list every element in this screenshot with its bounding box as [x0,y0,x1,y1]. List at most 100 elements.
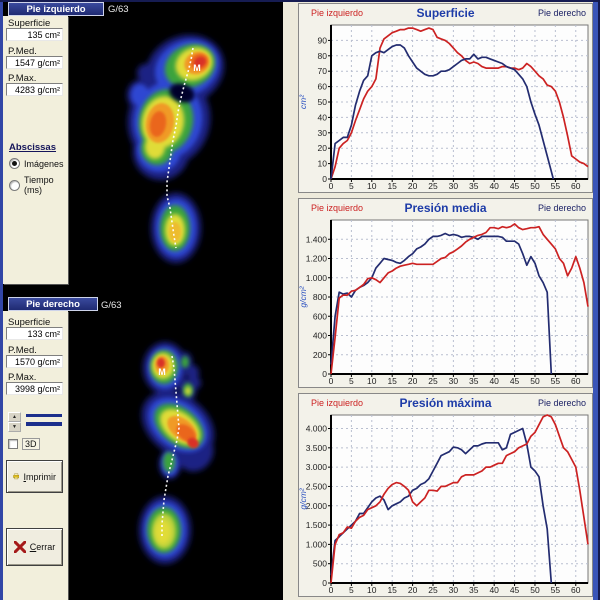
svg-text:40: 40 [489,181,499,191]
svg-text:55: 55 [551,181,561,191]
svg-text:30: 30 [318,128,328,138]
pmax-label-right: P.Max. [8,372,37,383]
stepper-down-icon[interactable]: ▼ [8,422,21,432]
svg-text:45: 45 [510,585,520,595]
svg-text:20: 20 [318,143,328,153]
svg-text:0: 0 [329,585,334,595]
left-foot-panel: Superficie P.Med. P.Max. Abscissas Imáge… [3,16,68,284]
svg-text:10: 10 [367,181,377,191]
printer-icon [13,473,20,480]
svg-text:45: 45 [510,376,520,386]
window-border-left [0,0,3,600]
svg-text:0: 0 [322,369,327,379]
legend-left-foot: Pie izquierdo [311,203,364,213]
right-footprint-heatmap: M [139,342,215,564]
chart-superficie-title: Superficie [416,6,475,20]
svg-text:0: 0 [322,174,327,184]
pmax-field-left[interactable] [6,83,63,96]
superficie-field-left[interactable] [6,28,63,41]
svg-text:55: 55 [551,585,561,595]
svg-text:60: 60 [571,585,581,595]
svg-text:1.200: 1.200 [306,254,328,264]
right-foot-panel-titlebar[interactable]: Pie derecho [8,297,98,311]
svg-text:600: 600 [313,311,327,321]
checkbox-3d-row[interactable]: 3D [8,438,40,450]
svg-text:2.500: 2.500 [306,481,328,491]
left-footprint-heatmap: M [127,34,224,263]
svg-text:2.000: 2.000 [306,501,328,511]
window-border-top [0,0,600,2]
pmed-field-right[interactable] [6,355,63,368]
svg-text:15: 15 [387,585,397,595]
legend-left-foot: Pie izquierdo [311,398,364,408]
checkbox-3d[interactable] [8,439,18,449]
print-button[interactable]: Imprimir [6,460,63,493]
svg-text:45: 45 [510,181,520,191]
stepper-up-icon[interactable]: ▲ [8,412,21,422]
radio-imagenes-label: Imágenes [24,158,64,169]
legend-right-foot: Pie derecho [537,8,586,18]
svg-text:10: 10 [367,376,377,386]
svg-text:15: 15 [387,376,397,386]
superficie-field-right[interactable] [6,327,63,340]
svg-text:60: 60 [318,82,328,92]
svg-text:20: 20 [408,585,418,595]
svg-text:40: 40 [318,112,328,122]
chart-presion-maxima-header: Pie izquierdo Presión máxima Pie derecho [299,394,592,411]
line-sample-thick [26,422,62,426]
svg-text:1.000: 1.000 [306,539,328,549]
chart-presion-media-panel: Pie izquierdo Presión media Pie derecho … [298,198,593,388]
close-x-icon [13,541,26,553]
right-foot-panel: Superficie P.Med. P.Max. ▲ ▼ 3D Imprimir [3,311,68,600]
radio-tiempo-control[interactable] [9,179,20,191]
left-foot-panel-titlebar[interactable]: Pie izquierdo [8,2,104,16]
svg-text:3.500: 3.500 [306,443,328,453]
chart-presion-media-header: Pie izquierdo Presión media Pie derecho [299,199,592,216]
svg-text:50: 50 [318,97,328,107]
checkbox-3d-label: 3D [22,438,40,450]
svg-text:200: 200 [313,350,327,360]
pmed-field-left[interactable] [6,56,63,69]
svg-text:20: 20 [408,376,418,386]
pmed-label-left: P.Med. [8,46,37,57]
close-button[interactable]: Cerrar [6,528,63,566]
cop-trajectory-right [161,355,180,538]
marker-m-left: M [193,63,201,73]
charts-column: Pie izquierdo Superficie Pie derecho 0 5 1… [283,0,600,600]
svg-text:30: 30 [449,376,459,386]
svg-text:25: 25 [428,585,438,595]
svg-text:0: 0 [322,578,327,588]
svg-text:90: 90 [318,35,328,45]
radio-imagenes[interactable]: Imágenes [9,158,64,169]
frame-counter-right: G/63 [101,300,122,311]
svg-text:500: 500 [313,559,327,569]
line-width-stepper[interactable]: ▲ ▼ [8,412,21,432]
radio-tiempo[interactable]: Tiempo (ms) [9,175,68,195]
svg-text:1.000: 1.000 [306,273,328,283]
svg-text:1.400: 1.400 [306,234,328,244]
svg-text:cm²: cm² [299,94,308,109]
svg-text:3.000: 3.000 [306,462,328,472]
print-button-label: Imprimir [23,471,56,482]
svg-text:0: 0 [329,376,334,386]
chart-presion-maxima-title: Presión máxima [399,396,492,410]
chart-presion-maxima-plot: 0 5 10 15 20 25 30 35 40 45 50 55 60 0 500 1.000 1.500 2.… [299,414,589,595]
svg-text:25: 25 [428,376,438,386]
svg-text:5: 5 [349,585,354,595]
svg-text:15: 15 [387,181,397,191]
right-foot-panel-title: Pie derecho [26,299,80,310]
chart-superficie-panel: Pie izquierdo Superficie Pie derecho 0 5 1… [298,3,593,193]
chart-superficie-plot: 0 5 10 15 20 25 30 35 40 45 50 55 60 0 10 20 30 40 50 60 70 8… [299,24,589,191]
chart-presion-media-plot: 0 5 10 15 20 25 30 35 40 45 50 55 6002004006008001.0… [299,219,589,386]
legend-right-foot: Pie derecho [537,203,586,213]
svg-text:40: 40 [489,376,499,386]
svg-text:60: 60 [571,376,581,386]
cop-trajectory-left [166,47,194,249]
svg-text:5: 5 [349,376,354,386]
pmax-field-right[interactable] [6,382,63,395]
radio-imagenes-control[interactable] [9,158,20,169]
svg-text:400: 400 [313,331,327,341]
svg-text:50: 50 [530,181,540,191]
svg-text:25: 25 [428,181,438,191]
